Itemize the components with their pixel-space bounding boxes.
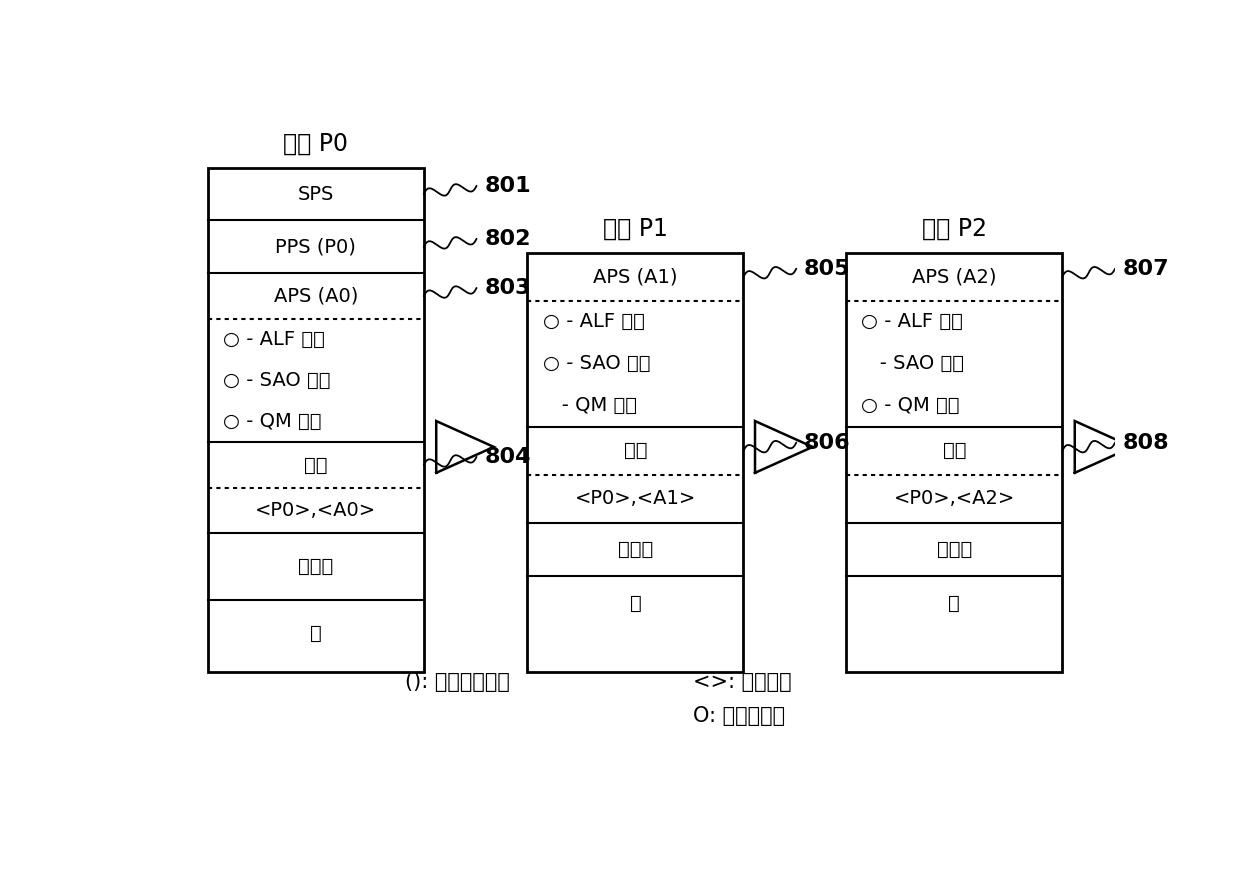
Text: ：: ： — [629, 594, 642, 612]
Bar — [846, 253, 1062, 672]
Text: ○ - ALF 参数: ○ - ALF 参数 — [223, 330, 325, 349]
Text: APS (A0): APS (A0) — [274, 287, 358, 305]
Text: 802: 802 — [484, 229, 530, 249]
Text: <P0>,<A2>: <P0>,<A2> — [893, 489, 1015, 508]
Text: 图片 P2: 图片 P2 — [922, 217, 986, 241]
Text: 803: 803 — [484, 278, 530, 298]
Text: O: 更新的参数: O: 更新的参数 — [693, 706, 784, 726]
Text: ○ - ALF 参数: ○ - ALF 参数 — [861, 312, 963, 331]
Text: APS (A1): APS (A1) — [593, 267, 678, 287]
Text: 图片 P1: 图片 P1 — [603, 217, 668, 241]
Text: - QM 参数: - QM 参数 — [543, 396, 637, 415]
Text: ○ - SAO 参数: ○ - SAO 参数 — [223, 371, 331, 390]
Text: ○ - QM 参数: ○ - QM 参数 — [223, 412, 321, 431]
Text: ：: ： — [310, 624, 322, 643]
Text: 805: 805 — [804, 258, 850, 279]
Text: <P0>,<A0>: <P0>,<A0> — [255, 501, 377, 519]
Text: <P0>,<A1>: <P0>,<A1> — [575, 489, 696, 508]
Text: 806: 806 — [804, 433, 851, 452]
Text: SPS: SPS — [297, 184, 333, 204]
Bar — [208, 167, 424, 672]
Text: ○ - SAO 参数: ○ - SAO 参数 — [543, 354, 650, 373]
Text: 片头: 片头 — [304, 456, 327, 474]
Text: 片头: 片头 — [943, 442, 966, 460]
Text: - SAO 参数: - SAO 参数 — [861, 354, 964, 373]
Text: PPS (P0): PPS (P0) — [275, 237, 356, 257]
Text: <>: 参考参数: <>: 参考参数 — [693, 672, 792, 692]
Text: 801: 801 — [484, 176, 530, 196]
Text: APS (A2): APS (A2) — [912, 267, 996, 287]
Text: 808: 808 — [1123, 433, 1170, 452]
Text: 片数据: 片数据 — [618, 540, 653, 559]
Text: ○ - ALF 参数: ○ - ALF 参数 — [543, 312, 644, 331]
Text: ：: ： — [948, 594, 960, 612]
Text: 片头: 片头 — [623, 442, 647, 460]
Bar — [528, 253, 743, 672]
Text: 片数据: 片数据 — [937, 540, 971, 559]
Text: 807: 807 — [1123, 258, 1170, 279]
Text: 片数据: 片数据 — [299, 558, 333, 576]
Text: 804: 804 — [484, 447, 530, 467]
Text: (): 参数集标识符: (): 参数集标识符 — [404, 672, 509, 692]
Text: 图片 P0: 图片 P0 — [284, 132, 348, 156]
Text: ○ - QM 参数: ○ - QM 参数 — [861, 396, 960, 415]
